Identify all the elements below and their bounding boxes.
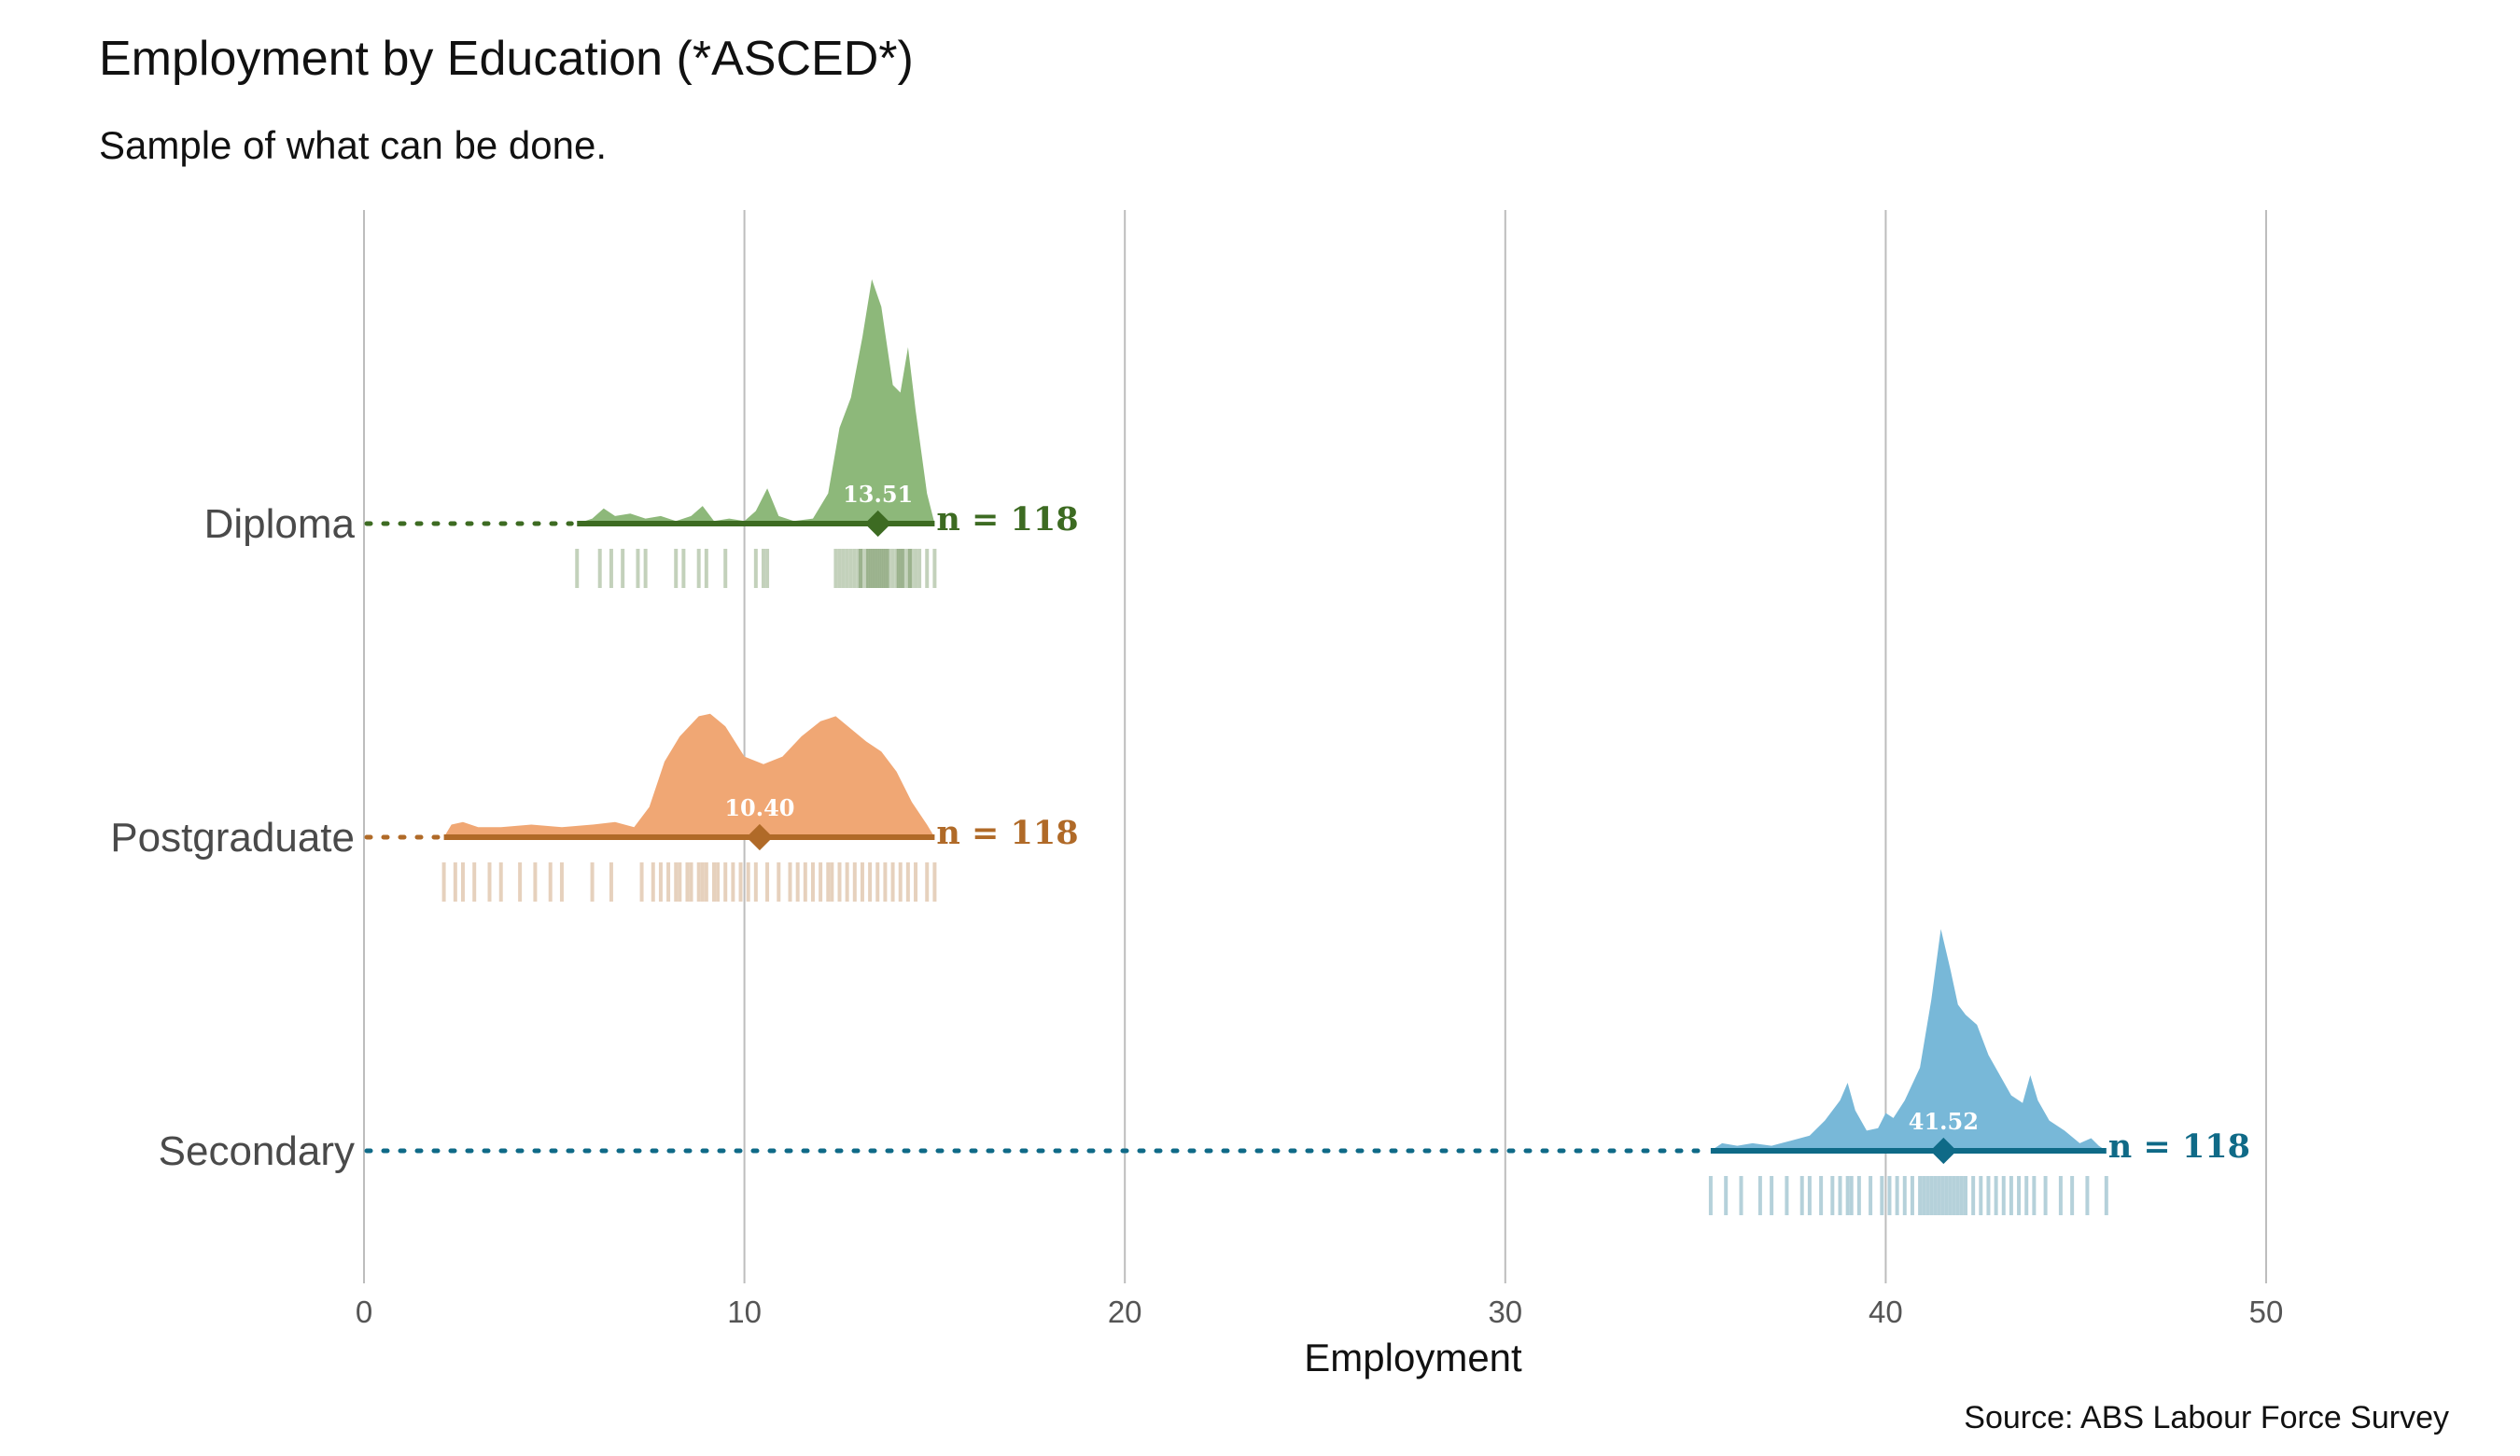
x-tick-label: 0: [356, 1295, 372, 1329]
x-tick-label: 10: [727, 1295, 762, 1329]
x-tick-label: 40: [1869, 1295, 1903, 1329]
x-tick-label: 20: [1108, 1295, 1142, 1329]
series-diploma: Diploma 13.51 n = 118: [204, 279, 1079, 588]
x-tick-label: 50: [2249, 1295, 2284, 1329]
density-area: [1710, 929, 2107, 1151]
series-postgraduate: Postgraduate 10.40 n = 118: [110, 713, 1079, 902]
mean-point: [746, 823, 774, 851]
chart-subtitle: Sample of what can be done.: [99, 123, 607, 167]
category-label: Secondary: [159, 1128, 355, 1174]
mean-point: [1930, 1137, 1957, 1165]
mean-label: 10.40: [724, 794, 794, 821]
grid: [363, 210, 2267, 1283]
chart-title: Employment by Education (*ASCED*): [99, 32, 914, 86]
series-layer: Diploma 13.51 n = 118 Postgraduate 10.40 n = …: [110, 279, 2250, 1215]
density-area: [443, 713, 935, 837]
mean-label: 41.52: [1909, 1108, 1979, 1135]
x-axis-title: Employment: [1304, 1336, 1522, 1379]
x-tick-label: 30: [1488, 1295, 1522, 1329]
chart-caption: Source: ABS Labour Force Survey: [1964, 1400, 2449, 1435]
mean-label: 13.51: [843, 481, 913, 508]
n-label: n = 118: [936, 814, 1078, 852]
category-label: Diploma: [204, 501, 356, 547]
series-secondary: Secondary 41.52 n = 118: [159, 929, 2250, 1215]
x-axis-ticks: 0 10 20 30 40 50: [356, 1295, 2284, 1329]
n-label: n = 118: [2108, 1127, 2250, 1166]
density-area: [577, 279, 935, 524]
n-label: n = 118: [936, 500, 1078, 539]
mean-point: [864, 510, 891, 538]
category-label: Postgraduate: [110, 815, 355, 861]
